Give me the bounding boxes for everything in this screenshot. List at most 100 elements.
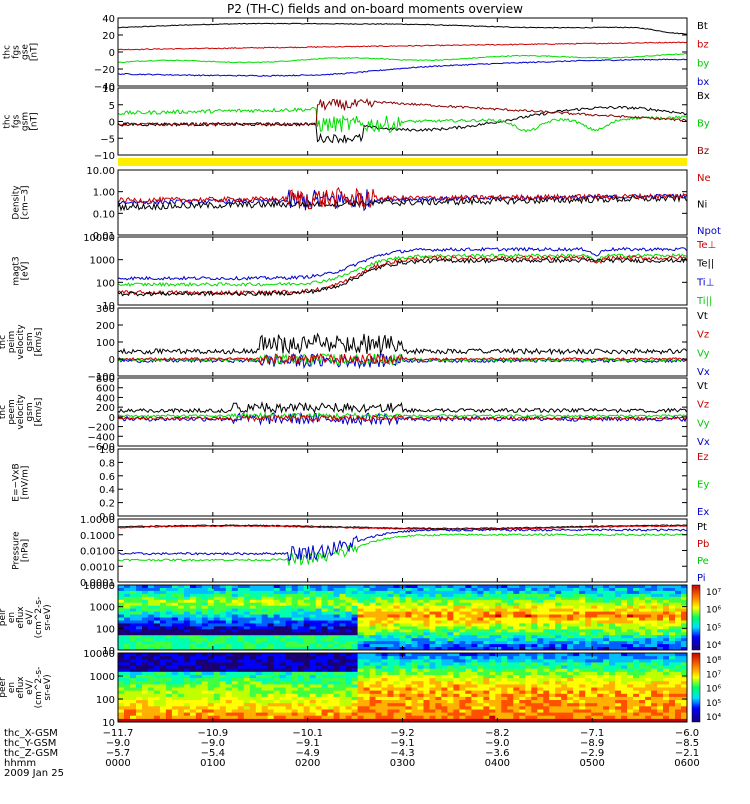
colorbar-label: 10⁴ [706, 641, 721, 651]
y-axis-label-line: eV/ [25, 609, 35, 625]
series-Vt [118, 400, 687, 414]
series-Bz [118, 97, 687, 127]
y-tick-label: 40 [102, 14, 115, 25]
x-row-value: 0400 [485, 758, 510, 769]
colorbar-label: 10⁶ [706, 606, 721, 616]
legend-bz: bz [697, 40, 709, 51]
y-axis-label-line: eflux [16, 676, 26, 699]
panel-data [118, 400, 687, 426]
y-axis-label-line: peem [7, 399, 17, 425]
legend-Vy: Vy [697, 348, 710, 359]
panel-data [118, 585, 687, 650]
y-axis-label-line: gsm [25, 332, 35, 351]
x-row-value: −7.1 [580, 728, 604, 739]
series-Vx [118, 411, 687, 426]
y-tick-label: 10000 [83, 581, 115, 592]
y-tick-label: 10 [102, 84, 115, 95]
y-tick-label: 100 [96, 338, 115, 349]
plot-title: P2 (TH-C) fields and on-board moments ov… [227, 2, 523, 16]
y-axis-label-line: en [7, 682, 17, 693]
y-axis-label-line: thc [0, 405, 8, 419]
y-tick-label: −10 [94, 151, 115, 162]
y-axis-label-line: fgs [12, 45, 22, 59]
series-Vz [118, 352, 687, 366]
y-tick-label: 5 [109, 101, 115, 112]
series-Ti-perp [118, 246, 687, 281]
colorbar-label: 10⁵ [706, 623, 721, 633]
panel-2: 10 5 0 −5 −10 thc fgs gsm [nT] Bx By Bz [3, 84, 710, 162]
panel-9: 10000 1000 100 10 thcpeirenefluxeV/(cm^2-s-s… [0, 581, 721, 657]
y-axis-label-line: sr-eV) [43, 604, 53, 630]
y-axis-label: thc peem velocity gsm [km/s] [0, 394, 44, 430]
x-row-label: thc_Y-GSM [4, 738, 56, 749]
legend-Vt: Vt [697, 311, 708, 322]
y-axis-label-line: gsm [25, 402, 35, 421]
y-axis-label-line: gsm [21, 112, 31, 131]
x-axis-annotations: thc_X-GSM −11.7 −10.9 −10.1 −9.2 −8.2 −7.1 −6.0… [4, 728, 700, 779]
legend-Ez: Ez [697, 452, 709, 463]
y-axis-label-line: [eV] [21, 262, 31, 281]
y-tick-label: 0 [109, 118, 115, 129]
y-tick-label: 200 [96, 321, 115, 332]
panel-frame [117, 87, 688, 156]
x-row-value: −9.0 [106, 738, 130, 749]
legend-bx: bx [697, 77, 709, 88]
y-axis-label-line: [cm−3] [21, 185, 31, 219]
panel-3: 10.00 1.00 0.10 0.01 Density [cm−3] Ne Ni Npot [12, 166, 721, 242]
panel-7: 1.0 0.8 0.6 0.4 0.2 0.0 E=−VxB [mV/m] Ez Ey Ex [12, 445, 710, 523]
series-Te-perp [118, 254, 687, 296]
y-tick-label: 10000 [83, 233, 115, 244]
y-tick-label: 0.8 [99, 458, 115, 469]
legend-Vy: Vy [697, 418, 710, 429]
legend-By: By [697, 119, 710, 130]
panel-data [118, 97, 687, 144]
y-axis-label-line: [nT] [30, 43, 40, 61]
x-row-value: −5.4 [201, 748, 225, 759]
y-tick-label: 10 [102, 646, 115, 657]
y-tick-label: 1.0 [99, 445, 115, 456]
y-axis-label-line: peir [0, 608, 8, 626]
x-row-value: −4.9 [296, 748, 320, 759]
panel-data [118, 186, 687, 212]
x-row-value: −8.5 [675, 738, 699, 749]
x-row-label: thc_X-GSM [4, 728, 58, 739]
legend-Vx: Vx [697, 437, 710, 448]
x-row-value: −6.0 [675, 728, 699, 739]
y-axis-label-line: E=−VxB [12, 463, 22, 501]
y-axis-label-line: [km/s] [34, 398, 44, 427]
y-tick-label: 0 [109, 355, 115, 366]
series-Vy [118, 411, 687, 420]
data-gap-bar [118, 158, 687, 166]
y-axis-label-line: Density [12, 185, 22, 220]
x-row-value: −9.2 [390, 728, 414, 739]
legend-Vx: Vx [697, 367, 710, 378]
legend-Te⊥: Te⊥ [696, 240, 716, 251]
y-tick-label: 1000 [90, 603, 115, 614]
y-tick-label: 100 [96, 624, 115, 635]
y-tick-label: −600 [88, 442, 115, 453]
series-By [118, 106, 687, 134]
y-axis-label: thcpeerenefluxeV/(cm^2-s-sr-eV) [0, 667, 53, 709]
legend-Vz: Vz [697, 330, 709, 341]
panel-frame [117, 377, 688, 447]
legend-Bt: Bt [697, 21, 708, 32]
y-axis-label-line: [mV/m] [21, 466, 31, 500]
series-Ti-par [118, 253, 687, 287]
colorbar-scale [691, 584, 701, 651]
y-axis-label: magt3 [eV] [12, 256, 31, 285]
x-row-value: −10.1 [292, 728, 323, 739]
y-tick-label: 1.00 [93, 188, 115, 199]
series-Pb [118, 525, 687, 531]
y-tick-label: 0.0001 [80, 578, 115, 589]
y-tick-label: −20 [94, 65, 115, 76]
series-Pe [118, 533, 687, 567]
y-tick-label: 0.6 [99, 472, 115, 483]
legend-Vt: Vt [697, 381, 708, 392]
colorbar-label: 10⁷ [706, 588, 721, 598]
panel-8: 1.0000 0.1000 0.0100 0.0010 0.0001 Pressure [n… [12, 515, 710, 589]
y-axis-label-line: [nT] [30, 112, 40, 130]
y-tick-label: 200 [96, 403, 115, 414]
x-row-value: −9.1 [296, 738, 320, 749]
panel-4: 10000 1000 100 10 magt3 [eV] Te⊥ Te|| Ti⊥ Ti|| [12, 233, 717, 312]
